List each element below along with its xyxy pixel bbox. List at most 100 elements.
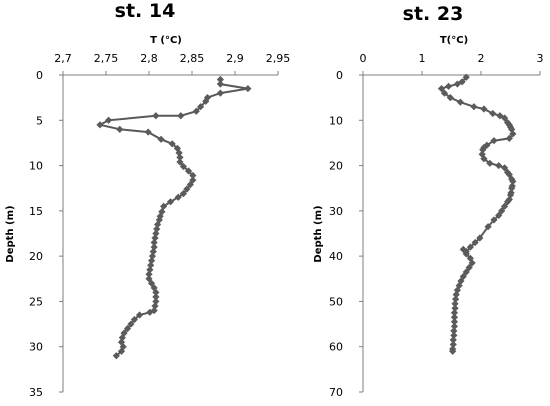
- chart-2-data-point: [490, 216, 498, 224]
- chart-1-data-point: [184, 167, 193, 175]
- chart-1-data-point: [157, 135, 165, 143]
- chart-2-data-point: [449, 336, 457, 344]
- chart-2-data-point: [503, 118, 512, 127]
- chart-2-data-point: [456, 98, 464, 106]
- chart-1-y-tick-label: 15: [29, 205, 43, 218]
- chart-1-data-point: [192, 107, 200, 115]
- chart-1-data-point: [151, 302, 159, 310]
- chart-2-data-point: [476, 234, 484, 242]
- chart-2-data-point: [437, 84, 446, 93]
- chart-1-data-point: [183, 185, 191, 193]
- chart-1-data-point: [120, 329, 128, 337]
- chart-2-data-point: [503, 198, 512, 206]
- chart-1-data-point: [154, 220, 162, 229]
- chart-2-data-point: [444, 82, 453, 90]
- chart-1-data-point: [116, 125, 124, 133]
- chart-1-data-point: [177, 112, 185, 120]
- chart-2-data-point: [452, 291, 460, 299]
- chart-1-data-point: [179, 190, 187, 198]
- chart-1-data-point: [123, 325, 132, 333]
- chart-2-data-point: [462, 73, 470, 81]
- chart-2-data-point: [450, 331, 458, 339]
- chart-2-data-point: [451, 304, 459, 312]
- chart-1-series-line: [97, 79, 249, 357]
- chart-1-data-point: [166, 198, 175, 206]
- chart-2-data-point: [450, 322, 459, 330]
- chart-1-data-point: [130, 315, 138, 324]
- chart-1-data-point: [189, 171, 197, 180]
- chart-1-x-axis-label: T (°C): [150, 35, 182, 46]
- chart-1-data-point: [152, 288, 160, 296]
- chart-2-data-point: [453, 80, 461, 88]
- chart-1-data-point: [150, 243, 158, 251]
- chart-1-data-point: [152, 293, 160, 301]
- chart-1-data-point: [127, 320, 135, 328]
- chart-2-data-point: [480, 105, 488, 113]
- chart-1-data-point: [117, 338, 126, 346]
- chart-2-data-point: [459, 245, 467, 253]
- chart-2-data-point: [449, 347, 457, 355]
- chart-1-data-point: [153, 225, 161, 233]
- chart-1-x-tick-label: 2,7: [54, 52, 72, 65]
- chart-1-data-point: [160, 202, 168, 210]
- chart-2-y-tick-label: 0: [336, 69, 343, 82]
- chart-2-x-tick-label: 3: [537, 52, 544, 65]
- chart-1-data-point: [202, 97, 210, 105]
- chart-2-data-point: [450, 327, 458, 335]
- chart-1-data-point: [147, 261, 155, 269]
- chart-1-y-tick-label: 5: [36, 114, 43, 127]
- chart-2-y-axis-label: Depth (m): [313, 205, 324, 262]
- chart-1-y-tick-label: 10: [29, 160, 43, 173]
- chart-1-x-tick-label: 2,85: [180, 52, 205, 65]
- chart-1-data-point: [145, 270, 153, 278]
- chart-2-y-tick-label: 70: [329, 386, 343, 399]
- chart-1-plot-area: 2,7 2,75 2,8 2,85 2,9 2,95 0 5 10 15 20 25 30 35: [29, 52, 290, 399]
- chart-2-title: st. 23: [403, 3, 464, 25]
- chart-1-y-tick-label: 30: [29, 341, 43, 354]
- chart-2-y-tick-label: 10: [329, 114, 343, 127]
- chart-2-y-tick-label: 50: [329, 295, 343, 308]
- chart-1-data-point: [179, 162, 187, 171]
- chart-1-data-point: [176, 158, 184, 166]
- chart-1-data-point: [186, 180, 194, 189]
- chart-1-y-tick-label: 35: [29, 386, 43, 399]
- chart-2-data-point: [506, 191, 515, 199]
- chart-1-y-axis-label: Depth (m): [5, 205, 16, 262]
- chart-2-data-point: [501, 164, 509, 172]
- chart-2-data-point: [509, 177, 517, 186]
- chart-2-data-point: [470, 103, 478, 111]
- chart-2-data-point: [509, 130, 517, 138]
- chart-2-data-point: [480, 155, 488, 163]
- chart-2-data-point: [479, 146, 487, 154]
- chart-2-x-tick-label: 2: [478, 52, 485, 65]
- chart-1-data-point: [152, 112, 160, 120]
- chart-1-data-point: [146, 308, 154, 316]
- chart-2-x-tick-label: 0: [360, 52, 367, 65]
- chart-1-data-point: [148, 252, 157, 260]
- chart-2-data-point: [501, 114, 509, 122]
- chart-1-data-point: [149, 248, 157, 256]
- chart-2-y-tick-label: 30: [329, 205, 343, 218]
- chart-1-data-point: [150, 238, 158, 247]
- chart-1-data-point: [197, 103, 205, 111]
- chart-2-x-tick-label: 1: [419, 52, 426, 65]
- chart-2-data-point: [495, 211, 503, 219]
- chart-1-data-point: [174, 193, 182, 201]
- chart-1-data-point: [216, 89, 224, 97]
- chart-2-data-point: [508, 184, 516, 192]
- chart-2-data-point: [465, 263, 473, 272]
- chart-1-data-point: [147, 257, 156, 265]
- chart-2-data-point: [468, 259, 476, 267]
- chart-2-data-point: [450, 318, 459, 326]
- chart-1-data-point: [104, 116, 113, 124]
- chart-1-data-point: [152, 229, 160, 238]
- chart-1-data-point: [118, 334, 126, 342]
- chart-2-data-point: [450, 309, 459, 317]
- chart-2-data-point: [490, 137, 498, 145]
- chart-2-data-point: [484, 223, 492, 231]
- chart-2-data-point: [453, 286, 461, 294]
- chart-1-data-point: [152, 297, 160, 306]
- chart-2-data-point: [505, 195, 513, 204]
